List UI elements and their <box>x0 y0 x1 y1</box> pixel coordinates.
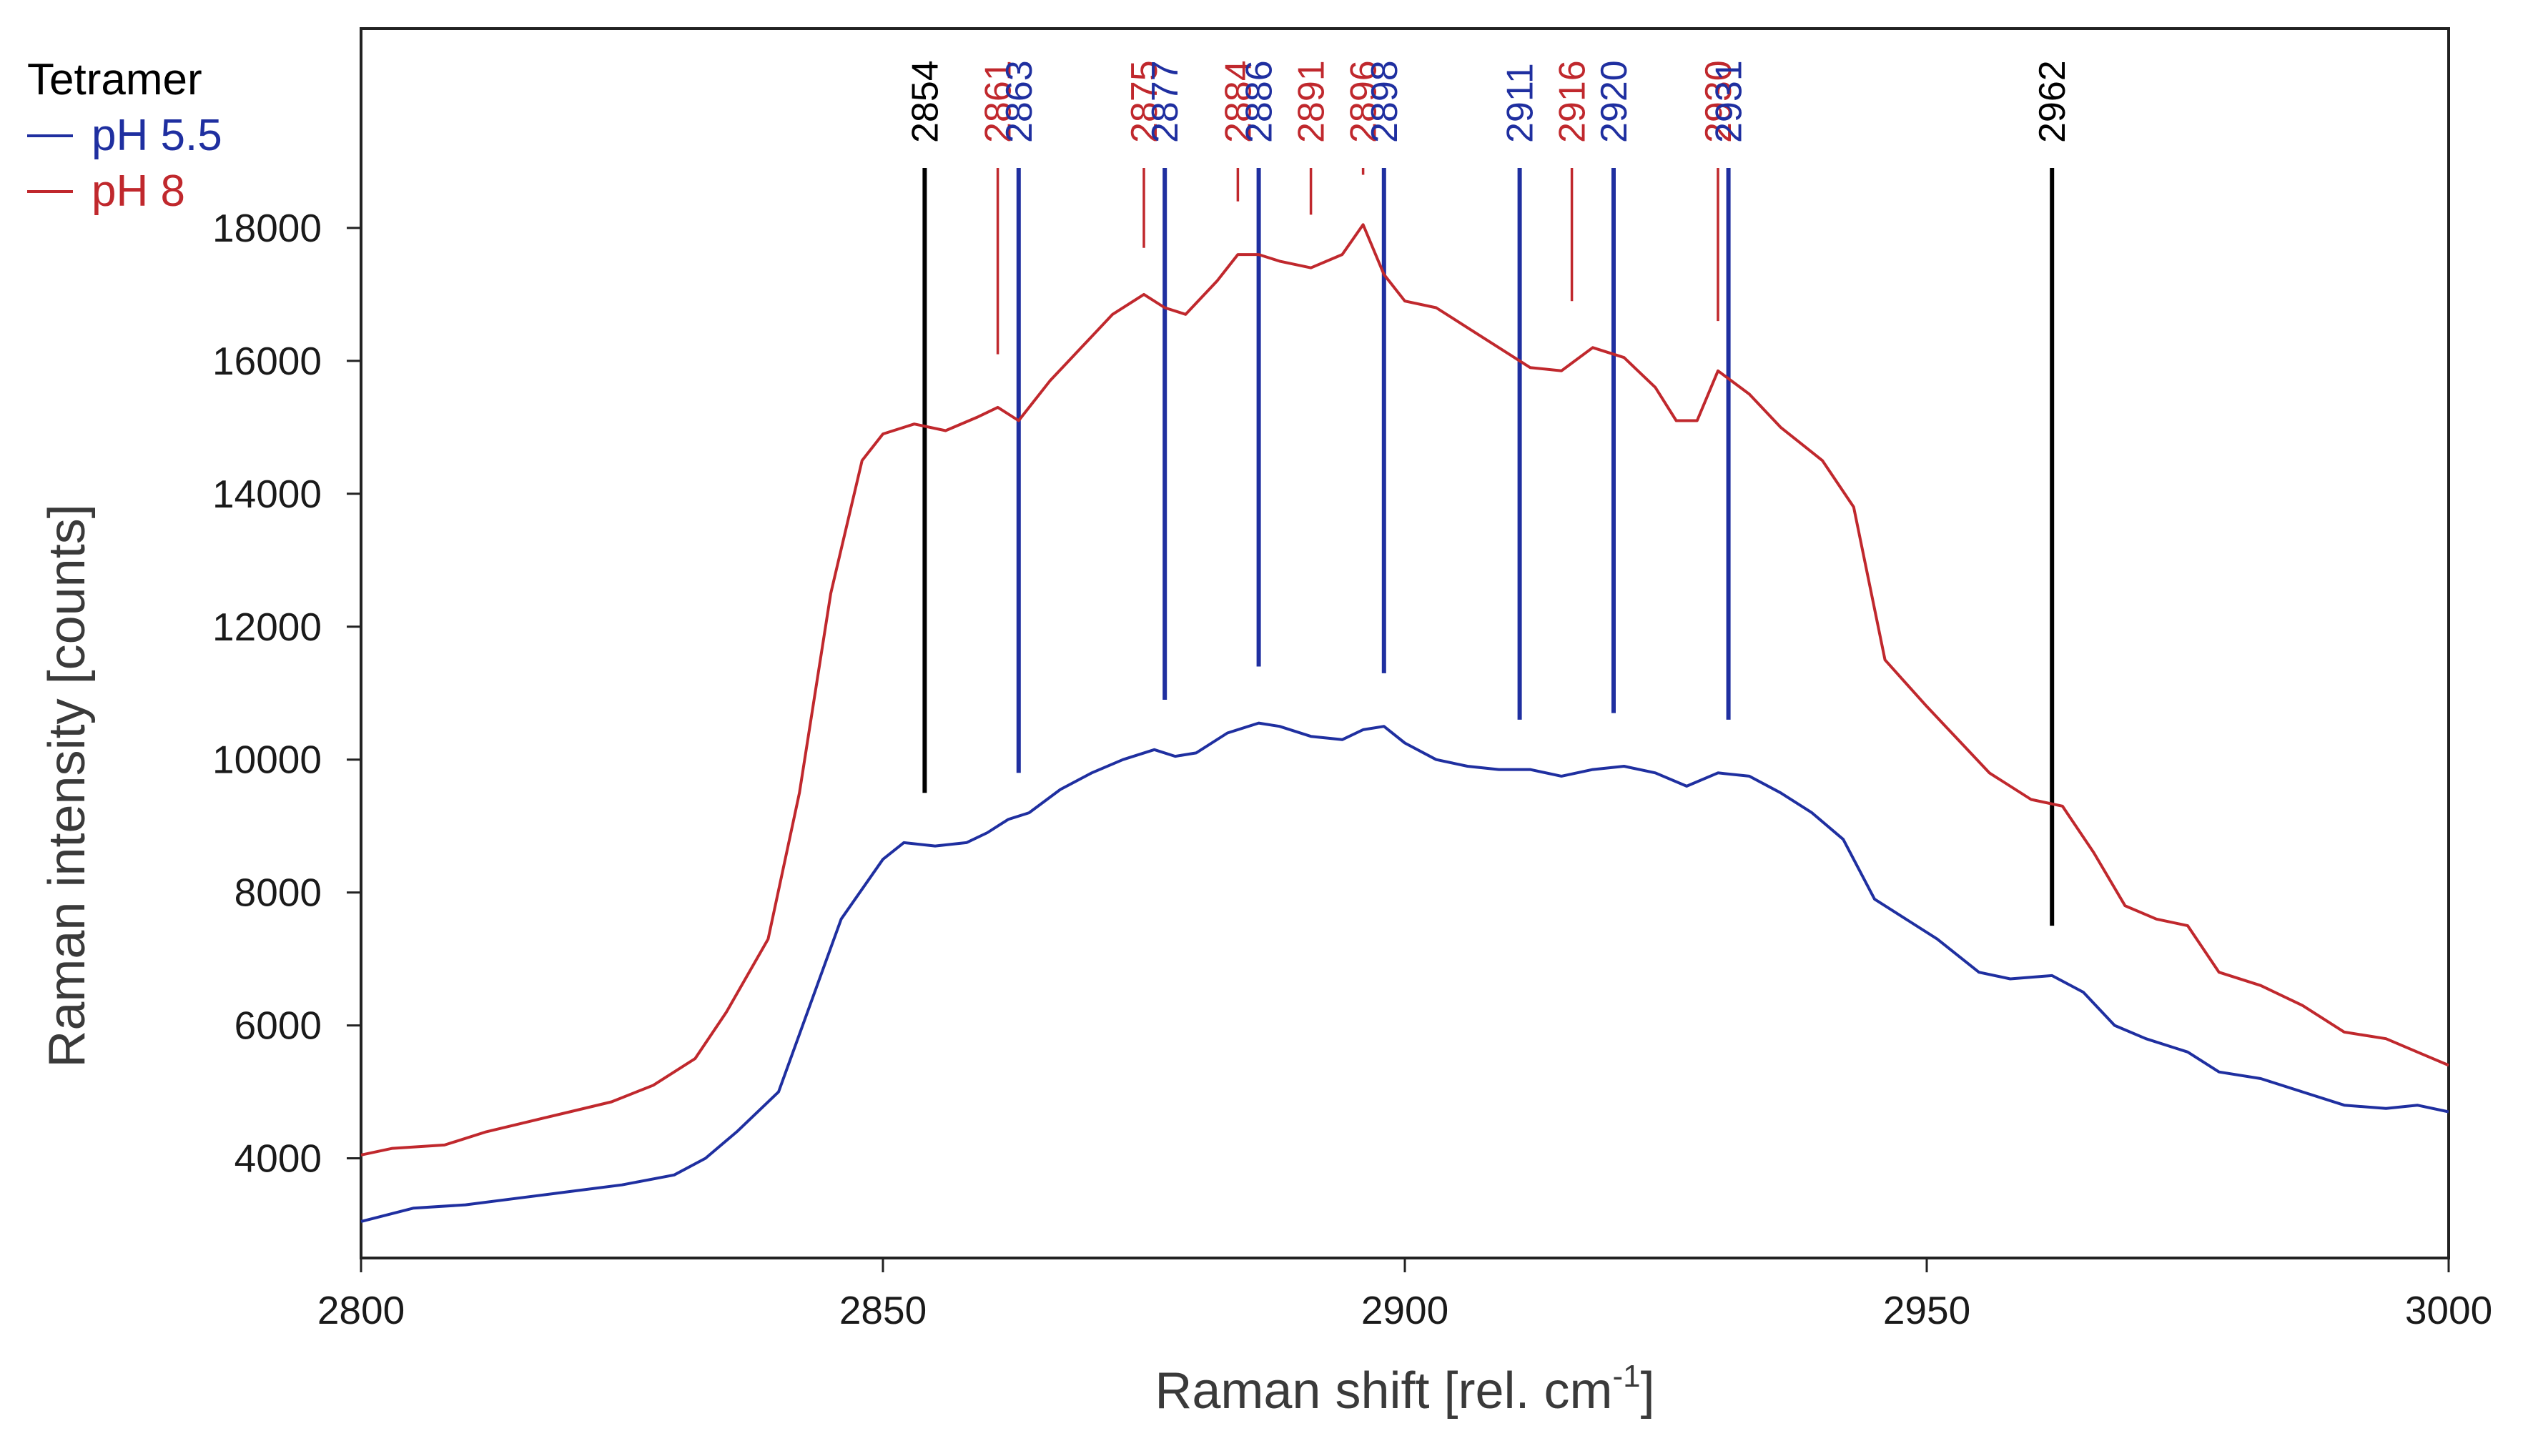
x-axis-title-superscript: -1 <box>1613 1359 1641 1394</box>
peak-label-2916: 2916 <box>1552 60 1594 143</box>
legend: Tetramer pH 5.5 pH 8 <box>27 55 222 216</box>
peak-label-2896: 2896 <box>1343 60 1385 143</box>
peak-label-2884: 2884 <box>1218 60 1259 143</box>
x-tick-label: 3000 <box>2405 1288 2492 1332</box>
series-line-ph-8 <box>360 223 2449 1157</box>
y-tick-label: 16000 <box>212 339 322 383</box>
y-axis-title: Raman intensity [counts] <box>39 504 96 1067</box>
y-tick-label: 8000 <box>234 871 322 915</box>
peak-label-2920: 2920 <box>1594 60 1635 143</box>
peak-label-2962: 2962 <box>2032 60 2073 143</box>
peak-label-2877: 2877 <box>1145 60 1186 143</box>
peak-label-2891: 2891 <box>1291 60 1333 143</box>
peak-label-2875: 2875 <box>1124 60 1165 143</box>
peak-label-2861: 2861 <box>978 60 1019 143</box>
peak-label-2898: 2898 <box>1364 60 1406 143</box>
x-axis-title-end: ] <box>1641 1362 1655 1420</box>
x-tick-label: 2800 <box>317 1288 405 1332</box>
peak-label-2863: 2863 <box>999 60 1040 143</box>
x-tick-label: 2900 <box>1361 1288 1448 1332</box>
peak-label-2886: 2886 <box>1239 60 1280 143</box>
y-tick-label: 10000 <box>212 738 322 782</box>
y-tick-label: 14000 <box>212 472 322 516</box>
legend-title: Tetramer <box>27 55 202 104</box>
x-axis-title: Raman shift [rel. cm-1] <box>1155 1359 1654 1420</box>
peak-label-2854: 2854 <box>904 60 946 143</box>
series-line-ph-5.5 <box>360 721 2449 1223</box>
x-tick-label: 2950 <box>1883 1288 1970 1332</box>
x-tick-label: 2850 <box>839 1288 927 1332</box>
peak-label-2930: 2930 <box>1698 60 1739 143</box>
peak-label-2911: 2911 <box>1500 63 1541 143</box>
y-tick-label: 18000 <box>212 206 322 250</box>
legend-entry-label: pH 8 <box>92 167 185 216</box>
y-tick-label: 12000 <box>212 605 322 649</box>
y-tick-label: 6000 <box>234 1004 322 1048</box>
legend-entry-label: pH 5.5 <box>92 111 222 160</box>
peak-label-2931: 2931 <box>1709 60 1750 143</box>
y-tick-label: 4000 <box>234 1136 322 1181</box>
x-axis-title-text: Raman shift [rel. cm <box>1155 1362 1612 1420</box>
